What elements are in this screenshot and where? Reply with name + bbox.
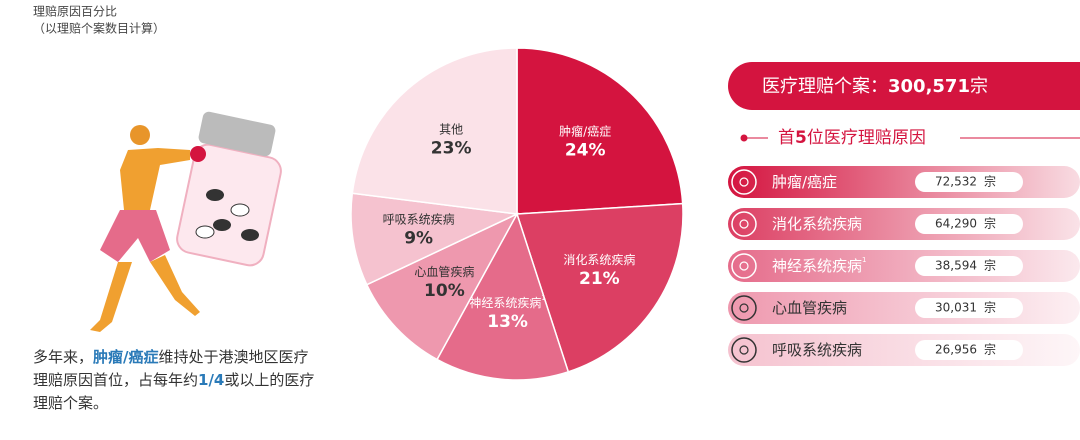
- row-unit: 宗: [984, 174, 996, 189]
- panel: 医疗理赔个案：300,571宗 首5位医疗理赔原因: [728, 62, 1080, 148]
- title-part: 首: [778, 128, 795, 148]
- row-icon: [731, 253, 757, 279]
- pie-slice: [516, 47, 684, 215]
- title-part: 位医疗理赔原因: [807, 128, 926, 148]
- value-label: 24%: [565, 140, 606, 160]
- header-subtitle: （以理赔个案数目计算）: [33, 21, 165, 36]
- row-icon-dot: [739, 345, 749, 355]
- row-icon-dot: [739, 177, 749, 187]
- count-pill: [915, 340, 1023, 360]
- row-name: 肿瘤/癌症: [772, 173, 837, 191]
- value-label: 13%: [487, 312, 528, 332]
- row-name: 心血管疾病: [772, 299, 847, 317]
- row-icon-dot: [739, 219, 749, 229]
- row-count: 30,031: [935, 301, 977, 315]
- highlight: 1/4: [198, 371, 225, 389]
- row-icon: [731, 211, 757, 237]
- row-name-text: 神经系统疾病: [772, 257, 862, 275]
- count-pill: [915, 172, 1023, 192]
- footnote-mark: 1: [541, 294, 545, 302]
- illustration: [90, 111, 282, 332]
- highlight: 肿瘤/癌症: [93, 348, 159, 366]
- row-count: 26,956: [935, 343, 977, 357]
- row-name: 神经系统疾病1: [772, 256, 866, 275]
- category-name: 神经系统疾病: [469, 295, 541, 310]
- pie-slice: [365, 212, 519, 361]
- slice-label: 神经系统疾病1: [469, 294, 545, 310]
- slice-label: 肿瘤/癌症: [559, 123, 611, 138]
- row-unit: 宗: [984, 216, 996, 231]
- text: 多年来，: [33, 348, 94, 366]
- row-unit: 宗: [984, 342, 996, 357]
- row-name: 呼吸系统疾病: [772, 341, 862, 359]
- row-name-text: 心血管疾病: [772, 299, 847, 317]
- pie-slice: [436, 212, 570, 381]
- value-label: 21%: [579, 269, 620, 289]
- row-name-text: 消化系统疾病: [772, 215, 862, 233]
- banner-text: 医疗理赔个案：300,571宗: [762, 76, 988, 97]
- row-icon: [731, 337, 757, 363]
- count-pill: [915, 214, 1023, 234]
- text: 或以上的医疗理赔个案。: [33, 371, 315, 412]
- slice-label: 消化系统疾病: [563, 251, 635, 266]
- row-icon-dot: [739, 261, 749, 271]
- banner-unit: 宗: [970, 76, 988, 97]
- banner-value: 300,571: [888, 76, 970, 97]
- banner-label: 医疗理赔个案：: [762, 76, 888, 97]
- value-label: 10%: [424, 281, 465, 301]
- slice-label: 其他: [439, 122, 463, 136]
- row-unit: 宗: [984, 300, 996, 315]
- count-pill: [915, 256, 1023, 276]
- row-name-text: 呼吸系统疾病: [772, 341, 862, 359]
- category-name: 肿瘤/癌症: [559, 123, 611, 138]
- category-name: 其他: [439, 122, 463, 136]
- value-label: 23%: [431, 138, 472, 158]
- row-count: 64,290: [935, 217, 977, 231]
- title-part: 5: [795, 128, 807, 148]
- text: 维持处于港澳地区医疗理赔原因首位，占每年约: [33, 348, 309, 389]
- row-count: 72,532: [935, 175, 977, 189]
- category-name: 呼吸系统疾病: [383, 211, 455, 226]
- slice-label: 心血管疾病: [414, 264, 474, 279]
- top-title: 首5位医疗理赔原因: [778, 128, 926, 148]
- count-pill: [915, 298, 1023, 318]
- pie-slice: [350, 192, 520, 286]
- pie-slice: [351, 47, 518, 215]
- banner: [728, 62, 1080, 110]
- row-count: 38,594: [935, 259, 977, 273]
- category-name: 消化系统疾病: [563, 251, 635, 266]
- row-icon: [731, 295, 757, 321]
- pie-slice: [515, 202, 684, 373]
- row-name-text: 肿瘤/癌症: [772, 173, 837, 191]
- row-name: 消化系统疾病: [772, 215, 862, 233]
- row-icon-dot: [739, 303, 749, 313]
- header-title: 理赔原因百分比: [33, 4, 117, 19]
- category-name: 心血管疾病: [414, 264, 474, 279]
- summary: 多年来，肿瘤/癌症维持处于港澳地区医疗理赔原因首位，占每年约1/4或以上的医疗理…: [33, 346, 315, 415]
- row-unit: 宗: [984, 258, 996, 273]
- row-icon: [731, 169, 757, 195]
- footnote-mark: 1: [862, 256, 866, 264]
- value-label: 9%: [404, 229, 433, 249]
- slice-label: 呼吸系统疾病: [383, 211, 455, 226]
